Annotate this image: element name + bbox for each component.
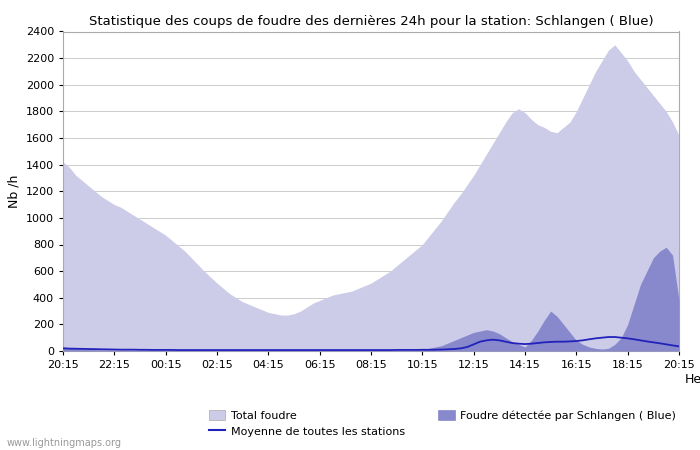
Text: www.lightningmaps.org: www.lightningmaps.org: [7, 438, 122, 448]
Legend: Total foudre, Moyenne de toutes les stations, Foudre détectée par Schlangen ( Bl: Total foudre, Moyenne de toutes les stat…: [204, 405, 680, 441]
Title: Statistique des coups de foudre des dernières 24h pour la station: Schlangen ( B: Statistique des coups de foudre des dern…: [89, 14, 653, 27]
Y-axis label: Nb /h: Nb /h: [7, 175, 20, 208]
Text: Heure: Heure: [685, 374, 700, 387]
